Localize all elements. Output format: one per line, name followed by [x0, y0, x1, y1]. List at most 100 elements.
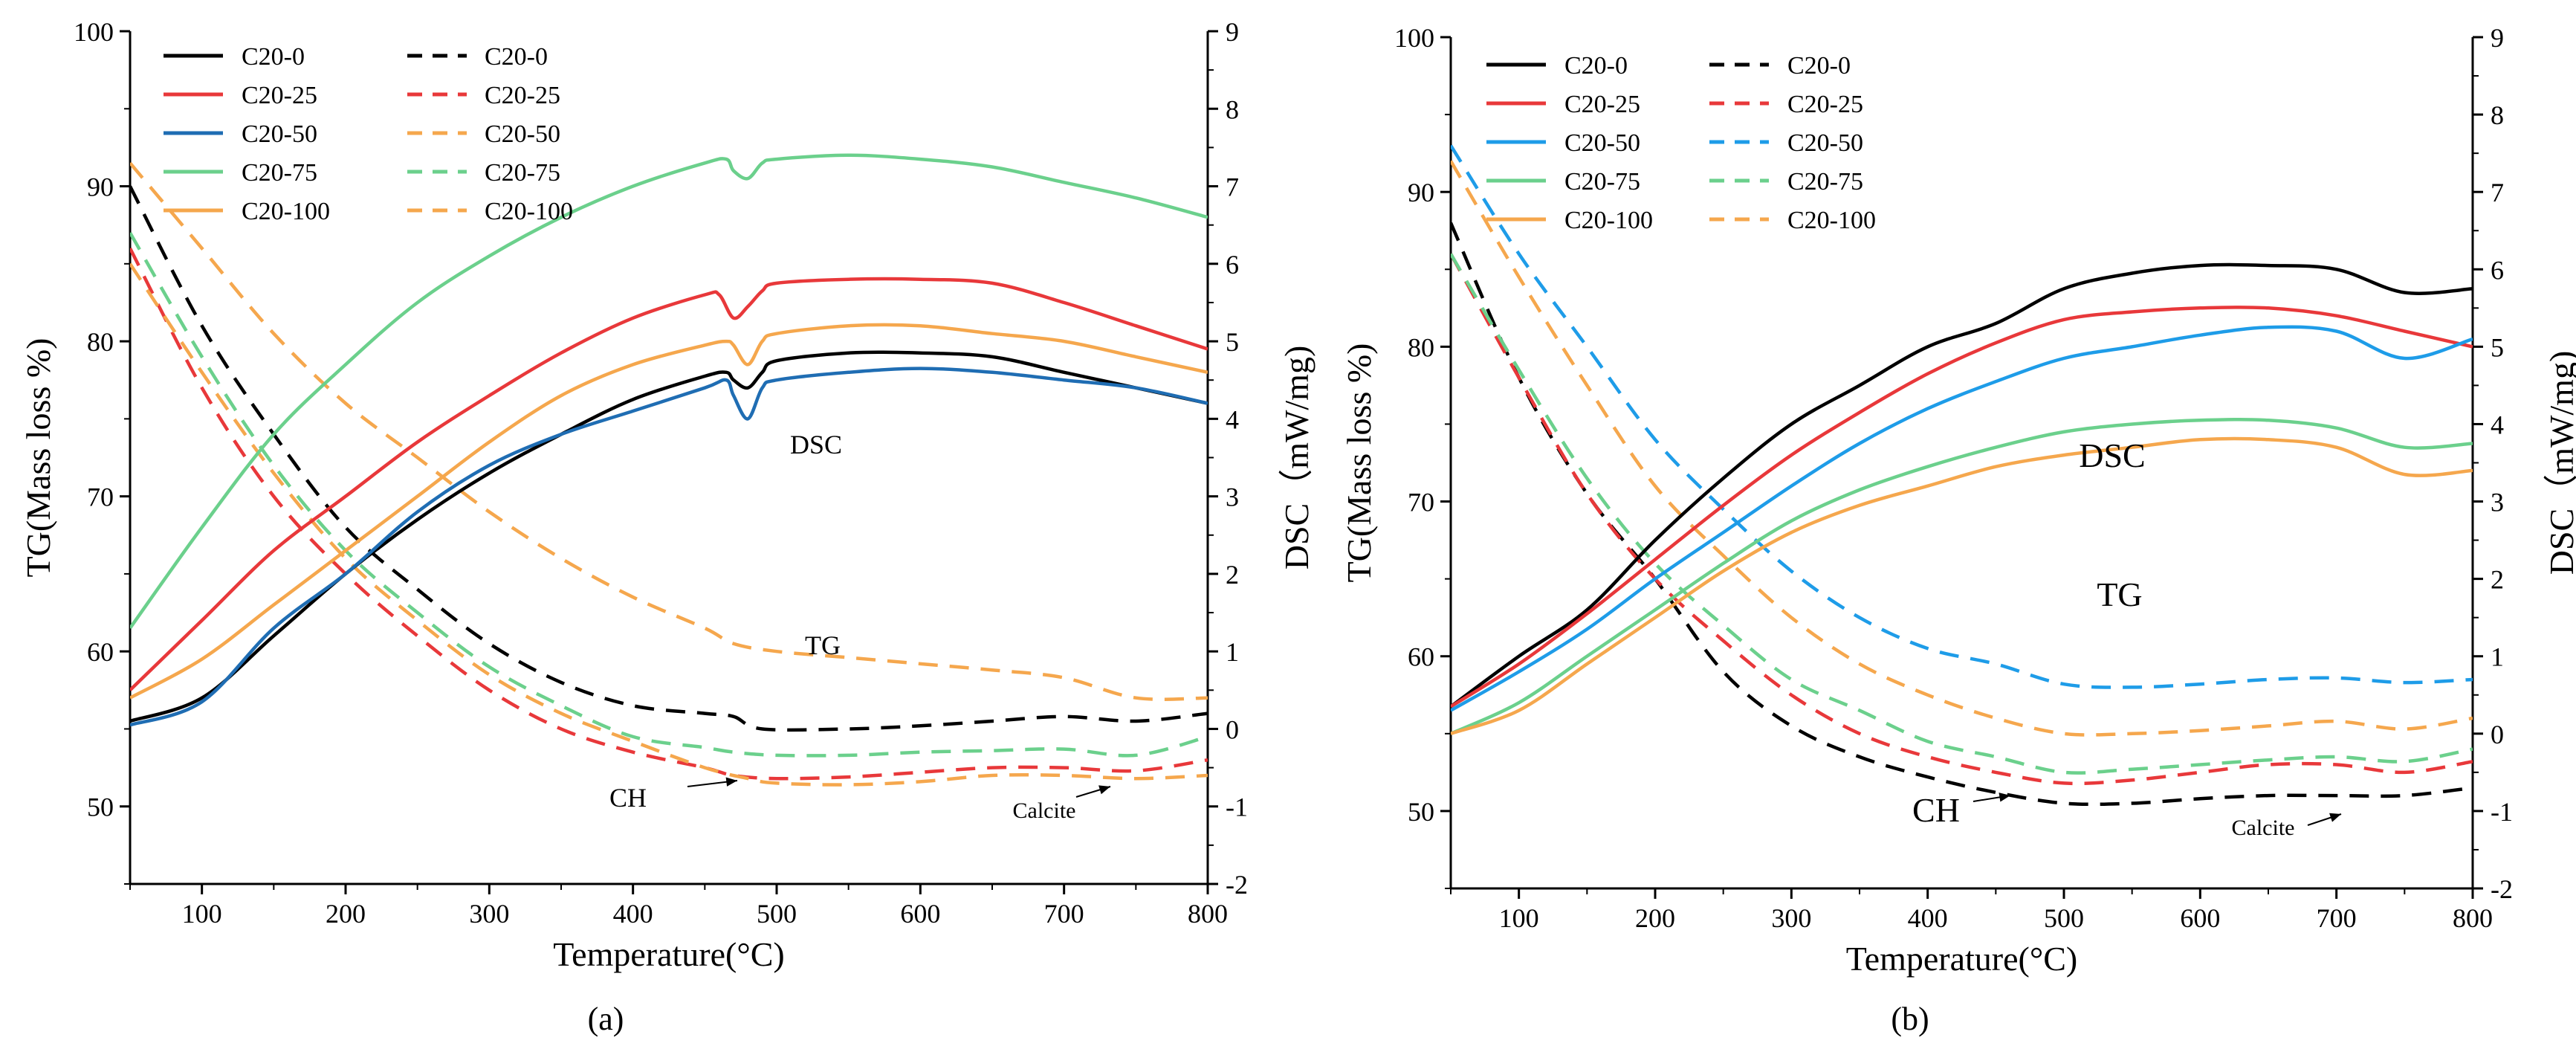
tg-series-c20-0 [1451, 222, 2473, 807]
tg-series-c20-50 [1451, 144, 2473, 689]
dsc-series-c20-50 [130, 367, 1208, 727]
dsc-series-c20-100 [1451, 436, 2473, 735]
y-right-axis-label: DSC（mW/mg) [1278, 346, 1315, 570]
annotation-dsc: DSC [2079, 436, 2145, 474]
y-right-tick-label: 3 [1226, 482, 1239, 512]
chart-panel-b: 100 200 300 400 500 600 700 8005060708090100-2-… [1340, 23, 2576, 1037]
y-left-tick-label: 100 [74, 17, 114, 47]
annotation-calcite: Calcite [2232, 816, 2295, 840]
x-tick-label: 300 [469, 899, 509, 929]
plot-area [1451, 144, 2473, 807]
legend-label-dashed: C20-75 [1787, 168, 1863, 196]
legend-label-dashed: C20-100 [1787, 207, 1876, 234]
panel-label: (b) [1891, 1001, 1929, 1037]
panel-label: (a) [588, 1001, 624, 1037]
y-left-tick-label: 90 [87, 172, 114, 202]
y-right-tick-label: 7 [2491, 178, 2504, 207]
x-tick-label: 100 [1499, 903, 1539, 933]
y-right-tick-label: 1 [2491, 642, 2504, 672]
legend-label-solid: C20-25 [1564, 91, 1640, 118]
legend-label-dashed: C20-25 [485, 82, 560, 109]
tg-series-c20-25 [130, 247, 1208, 781]
annotation-arrow-head [1098, 785, 1110, 795]
legend-label-dashed: C20-50 [485, 120, 560, 148]
y-right-tick-label: 2 [2491, 565, 2504, 595]
y-right-tick-label: 7 [1226, 172, 1239, 202]
chart-panel-a: 100 200 300 400 500 600 700 8005060708090100-2-… [19, 17, 1315, 1037]
annotation-calcite: Calcite [1013, 798, 1076, 823]
legend-label-solid: C20-25 [242, 82, 317, 109]
x-tick-label: 200 [1635, 903, 1675, 933]
tg-series-c20-75 [130, 231, 1208, 758]
y-right-tick-label: 8 [1226, 94, 1239, 124]
x-axis-label: Temperature(°C) [553, 935, 784, 973]
x-tick-label: 100 [182, 899, 222, 929]
y-right-tick-label: 0 [2491, 720, 2504, 749]
y-left-tick-label: 70 [87, 482, 114, 512]
legend-label-dashed: C20-25 [1787, 91, 1863, 118]
legend-label-solid: C20-100 [242, 198, 330, 225]
y-right-tick-label: 9 [2491, 23, 2504, 53]
legend: C20-0 C20-25 C20-50 C20-75 C20-100 C20-0 C20-2… [1486, 52, 1876, 234]
y-left-axis-label: TG(Mass loss %) [19, 338, 57, 578]
annotation-ch: CH [1912, 791, 1960, 829]
legend-label-solid: C20-75 [242, 159, 317, 187]
y-right-tick-label: 2 [1226, 560, 1239, 590]
y-left-tick-label: 60 [87, 637, 114, 667]
annotation-ch: CH [609, 783, 647, 813]
dsc-series-c20-0 [1451, 262, 2473, 709]
dsc-series-c20-25 [1451, 306, 2473, 709]
dsc-series-c20-75 [1451, 418, 2473, 735]
x-tick-label: 300 [1771, 903, 1811, 933]
annotation-arrow-head [2329, 813, 2341, 822]
x-tick-label: 700 [1044, 899, 1084, 929]
tg-series-c20-25 [1451, 253, 2473, 786]
y-right-tick-label: -1 [1226, 793, 1248, 822]
legend-label-dashed: C20-50 [1787, 129, 1863, 157]
annotation-tg: TG [805, 630, 841, 660]
dsc-series-c20-100 [130, 323, 1208, 700]
y-right-tick-label: 3 [2491, 488, 2504, 517]
y-left-tick-label: 100 [1394, 23, 1434, 53]
legend-label-solid: C20-75 [1564, 168, 1640, 196]
y-right-tick-label: 6 [1226, 250, 1239, 280]
tg-series-c20-75 [1451, 253, 2473, 775]
legend-label-dashed: C20-0 [1787, 52, 1851, 80]
y-left-tick-label: 90 [1408, 178, 1434, 207]
annotation-arrow-head [1999, 793, 2010, 802]
tg-series-c20-100 [1451, 160, 2473, 737]
y-right-tick-label: -1 [2491, 797, 2513, 827]
y-left-tick-label: 50 [1408, 797, 1434, 827]
dsc-series-c20-50 [1451, 325, 2473, 712]
x-tick-label: 500 [2044, 903, 2084, 933]
y-left-tick-label: 70 [1408, 488, 1434, 517]
x-axis-label: Temperature(°C) [1846, 940, 2077, 978]
y-right-tick-label: 9 [1226, 17, 1239, 47]
legend-label-dashed: C20-100 [485, 198, 573, 225]
x-tick-label: 200 [326, 899, 366, 929]
y-right-tick-label: 6 [2491, 255, 2504, 285]
y-right-tick-label: -2 [1226, 870, 1248, 900]
plot-area [130, 153, 1208, 787]
tg-series-c20-0 [130, 185, 1208, 732]
annotation-tg: TG [2097, 575, 2142, 613]
x-tick-label: 800 [2453, 903, 2493, 933]
y-right-tick-label: 0 [1226, 714, 1239, 744]
dsc-series-c20-75 [130, 153, 1208, 630]
x-tick-label: 600 [900, 899, 940, 929]
y-left-axis-label: TG(Mass loss %) [1340, 343, 1378, 583]
y-right-tick-label: 4 [2491, 410, 2504, 439]
legend-label-solid: C20-50 [1564, 129, 1640, 157]
annotation-dsc: DSC [790, 430, 842, 459]
x-tick-label: 800 [1188, 899, 1228, 929]
y-left-tick-label: 80 [87, 327, 114, 357]
legend-label-solid: C20-0 [1564, 52, 1628, 80]
y-right-tick-label: 1 [1226, 637, 1239, 667]
legend: C20-0 C20-25 C20-50 C20-75 C20-100 C20-0 C20-2… [164, 43, 573, 225]
y-left-tick-label: 60 [1408, 642, 1434, 672]
y-right-tick-label: 4 [1226, 404, 1239, 434]
y-right-tick-label: 5 [1226, 327, 1239, 357]
x-tick-label: 600 [2180, 903, 2220, 933]
y-right-tick-label: 8 [2491, 100, 2504, 130]
